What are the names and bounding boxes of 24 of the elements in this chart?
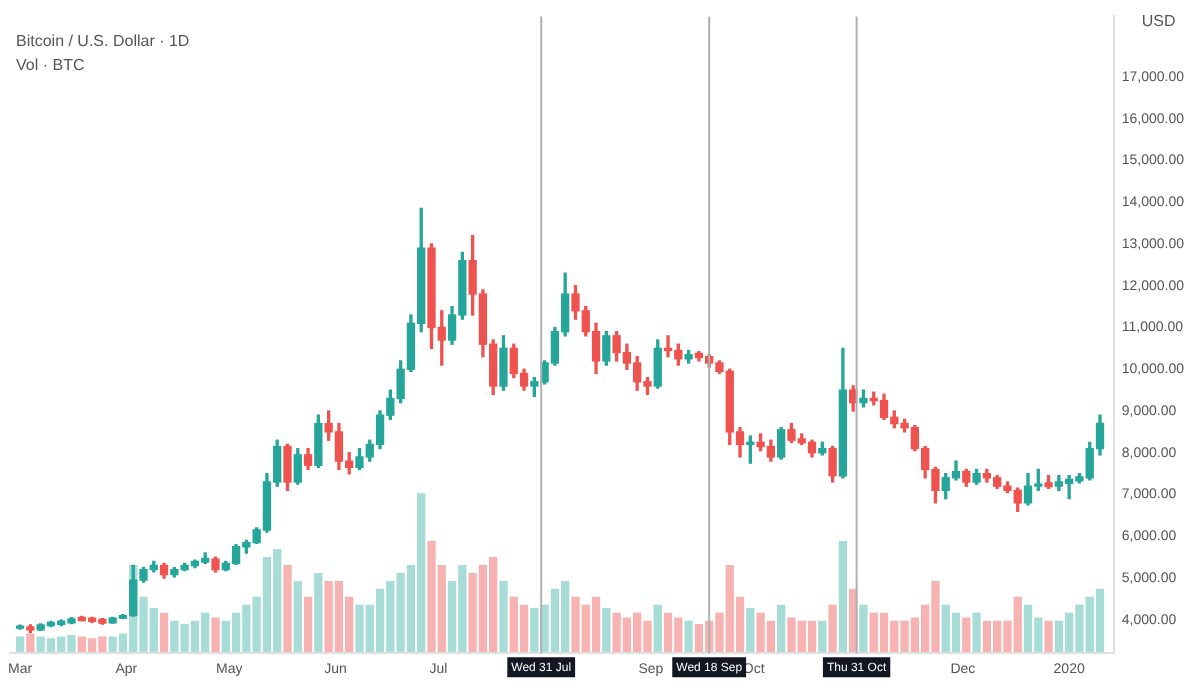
bar	[26, 633, 35, 654]
bar	[293, 580, 302, 654]
bar	[159, 612, 169, 654]
bar	[746, 607, 755, 654]
bar	[303, 596, 313, 654]
bar	[530, 607, 539, 654]
bar	[1044, 620, 1053, 654]
bar	[828, 604, 837, 654]
bar	[777, 604, 786, 654]
bar	[283, 564, 292, 654]
bar	[602, 607, 611, 654]
bar	[684, 620, 693, 654]
chart-title: Vol · BTC	[16, 56, 85, 74]
bar	[314, 572, 323, 654]
bar	[653, 604, 662, 654]
bar	[859, 604, 868, 654]
y-axis-title: USD	[1141, 12, 1176, 30]
bar	[962, 617, 971, 654]
bar	[499, 580, 508, 654]
bar	[211, 617, 220, 654]
text: Bitcoin / U.S. Dollar · 1D	[16, 32, 190, 50]
bar	[972, 612, 981, 654]
bar	[838, 541, 848, 654]
bar	[818, 620, 827, 654]
